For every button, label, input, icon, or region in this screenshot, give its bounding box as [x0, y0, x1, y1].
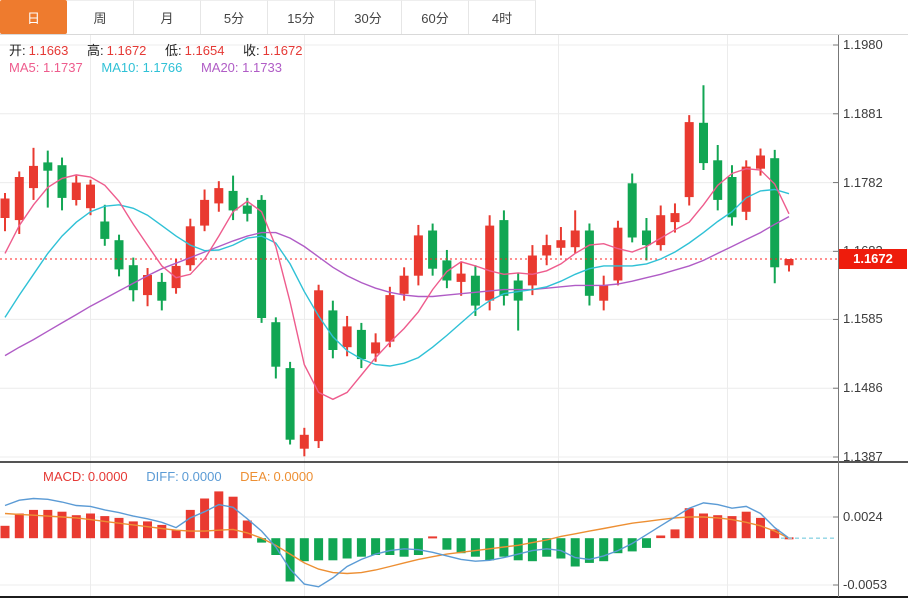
price-axis-label: 1.1782 — [843, 175, 883, 190]
tab-30min[interactable]: 30分 — [335, 0, 402, 34]
dea-readout: DEA: 0.0000 — [240, 469, 314, 484]
macd-legend: MACD: 0.0000 DIFF: 0.0000 DEA: 0.0000 — [43, 469, 328, 484]
macd-readout: MACD: 0.0000 — [43, 469, 128, 484]
ma5-readout: MA5: 1.1737 — [9, 60, 83, 75]
tab-4hour[interactable]: 4时 — [469, 0, 536, 34]
tab-5min[interactable]: 5分 — [201, 0, 268, 34]
ma10-readout: MA10: 1.1766 — [101, 60, 183, 75]
diff-readout: DIFF: 0.0000 — [146, 469, 222, 484]
ma-legend: MA5: 1.1737 MA10: 1.1766 MA20: 1.1733 — [9, 60, 297, 75]
ma20-readout: MA20: 1.1733 — [200, 60, 282, 75]
tab-day[interactable]: 日 — [0, 0, 67, 34]
tab-month[interactable]: 月 — [134, 0, 201, 34]
price-axis-label: 1.1980 — [843, 37, 883, 52]
current-price-tag: 1.1672 — [839, 249, 907, 269]
ohlc-legend: 开: 1.1663 高: 1.1672 低: 1.1654 收: 1.1672 — [9, 40, 317, 59]
price-axis-label: 1.1486 — [843, 380, 883, 395]
tab-15min[interactable]: 15分 — [268, 0, 335, 34]
high-readout: 高: 1.1672 — [87, 43, 147, 58]
low-readout: 低: 1.1654 — [165, 43, 225, 58]
tab-week[interactable]: 周 — [67, 0, 134, 34]
tab-60min[interactable]: 60分 — [402, 0, 469, 34]
period-tabbar: 日 周 月 5分 15分 30分 60分 4时 — [0, 0, 908, 35]
close-readout: 收: 1.1672 — [243, 43, 303, 58]
macd-axis-label: -0.0053 — [843, 577, 888, 592]
price-axis-label: 1.1881 — [843, 106, 883, 121]
open-readout: 开: 1.1663 — [9, 43, 69, 58]
price-axis-label: 1.1387 — [843, 449, 883, 464]
macd-axis-label: 0.0024 — [843, 509, 883, 524]
price-axis-label: 1.1585 — [843, 311, 883, 326]
